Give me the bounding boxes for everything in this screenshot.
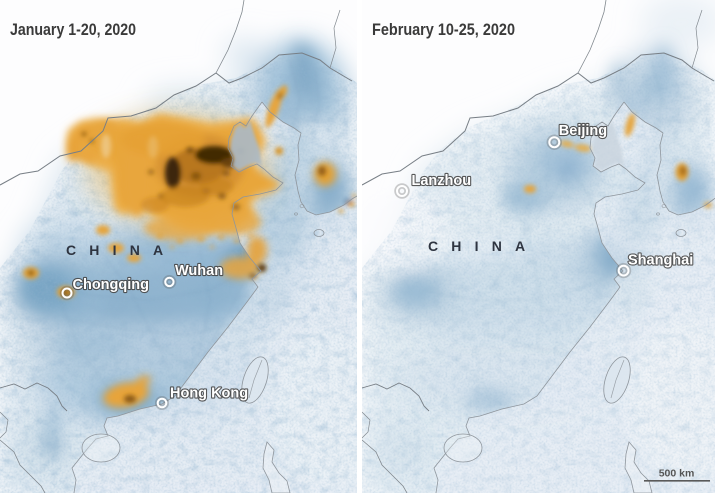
- svg-text:Chongqing: Chongqing: [73, 277, 150, 293]
- svg-text:Beijing: Beijing: [559, 123, 607, 139]
- svg-text:CHINA: CHINA: [66, 242, 176, 258]
- svg-text:February 10-25, 2020: February 10-25, 2020: [372, 21, 515, 39]
- svg-text:Shanghai: Shanghai: [628, 253, 693, 269]
- svg-text:Wuhan: Wuhan: [175, 263, 223, 279]
- svg-text:January 1-20, 2020: January 1-20, 2020: [10, 21, 136, 39]
- svg-text:500 km: 500 km: [659, 468, 695, 480]
- svg-text:Hong Kong: Hong Kong: [170, 386, 248, 402]
- svg-text:Lanzhou: Lanzhou: [412, 173, 472, 189]
- svg-text:CHINA: CHINA: [428, 238, 538, 254]
